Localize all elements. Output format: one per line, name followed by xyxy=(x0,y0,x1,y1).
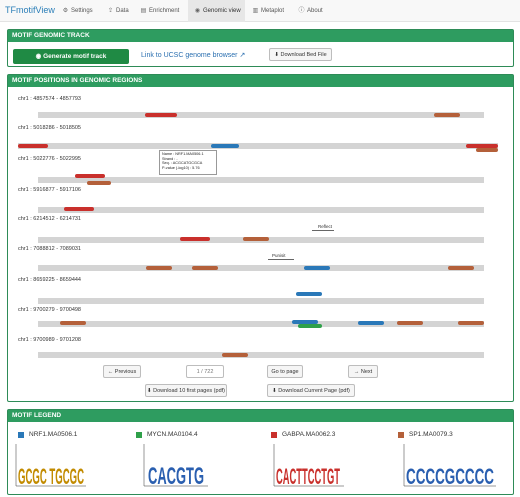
motif-gabpa[interactable] xyxy=(64,207,94,211)
ucsc-browser-link[interactable]: Link to UCSC genome browser ↗ xyxy=(141,51,245,59)
ucsc-browser-link-label: Link to UCSC genome browser xyxy=(141,52,238,59)
legend-name-sp1: SP1.MA0079.3 xyxy=(409,431,453,438)
tab-metaplot[interactable]: ▥ Metaplot xyxy=(246,0,290,22)
tab-settings-label: Settings xyxy=(71,8,93,14)
motif-logo-sp1: CCCCGCCCC xyxy=(400,442,500,492)
region-track-1 xyxy=(38,112,484,118)
brand-title[interactable]: TFmotifView xyxy=(5,5,55,15)
tab-genomic-view[interactable]: ◉ Genomic view xyxy=(188,0,245,22)
region-label-5: chr1 : 6214512 - 6214731 xyxy=(18,216,81,222)
region-label-4: chr1 : 5916877 - 5917106 xyxy=(18,187,81,193)
download-bed-label: Download Bed File xyxy=(280,52,326,58)
motif-sp1[interactable] xyxy=(397,321,423,325)
download-bed-button[interactable]: ⬇ Download Bed File xyxy=(269,48,332,61)
region-label-2: chr1 : 5018286 - 5018505 xyxy=(18,125,81,131)
tab-data-label: Data xyxy=(116,8,129,14)
tab-enrichment[interactable]: ▤ Enrichment xyxy=(134,0,185,22)
genomic-track-panel: MOTIF GENOMIC TRACK ◉ Generate motif tra… xyxy=(7,29,514,67)
legend-name-nrf1: NRF1.MA0506.1 xyxy=(29,431,77,438)
motif-sp1[interactable] xyxy=(87,181,111,185)
motif-gabpa[interactable] xyxy=(145,113,177,117)
tooltip-pvalue: P-value (-log10) : 5.76 xyxy=(162,166,214,171)
page-input[interactable]: 1 / 722 xyxy=(186,365,224,378)
motif-sp1[interactable] xyxy=(448,266,474,270)
annotation-punisit: Punisit xyxy=(272,253,286,258)
legend-swatch-gabpa xyxy=(271,432,277,438)
generate-motif-track-label: Generate motif track xyxy=(43,53,106,60)
tab-about[interactable]: ⓘ About xyxy=(292,0,329,22)
motif-sp1[interactable] xyxy=(60,321,86,325)
motif-legend-title: MOTIF LEGEND xyxy=(8,410,513,422)
region-label-3: chr1 : 5022776 - 5022995 xyxy=(18,156,81,162)
legend-name-gabpa: GABPA.MA0062.3 xyxy=(282,431,335,438)
motif-gabpa[interactable] xyxy=(18,144,48,148)
annotation-reflect-arrow xyxy=(312,230,334,231)
annotation-reflect: Reflect xyxy=(318,224,332,229)
region-label-1: chr1 : 4857574 - 4857793 xyxy=(18,96,81,102)
previous-button[interactable]: ← Previous xyxy=(103,365,141,378)
motif-sp1[interactable] xyxy=(222,353,248,357)
eye-icon: ◉ xyxy=(36,53,43,60)
region-track-6 xyxy=(38,265,484,271)
legend-swatch-mycn xyxy=(136,432,142,438)
region-track-2 xyxy=(18,143,498,149)
tab-data[interactable]: ⇪ Data xyxy=(101,0,135,22)
motif-sp1[interactable] xyxy=(458,321,484,325)
external-link-icon: ↗ xyxy=(239,52,245,59)
region-track-9 xyxy=(38,352,484,358)
motif-logo-gabpa-letters: CACTTCCTGT xyxy=(276,464,340,489)
region-label-9: chr1 : 9700989 - 9701208 xyxy=(18,337,81,343)
motif-logo-sp1-letters: CCCCGCCCC xyxy=(406,464,494,489)
region-track-7 xyxy=(38,298,484,304)
motif-gabpa[interactable] xyxy=(75,174,105,178)
motif-gabpa[interactable] xyxy=(180,237,210,241)
motif-sp1[interactable] xyxy=(146,266,172,270)
region-label-6: chr1 : 7088812 - 7089031 xyxy=(18,246,81,252)
region-track-4 xyxy=(38,207,484,213)
gear-icon: ⚙ xyxy=(62,0,69,22)
region-label-7: chr1 : 8659225 - 8659444 xyxy=(18,277,81,283)
download-current-page-button[interactable]: ⬇ Download Current Page (pdf) xyxy=(267,384,355,397)
motif-logo-mycn: CACGTG xyxy=(140,442,210,492)
generate-motif-track-button[interactable]: ◉ Generate motif track xyxy=(13,49,129,64)
motif-nrf1[interactable] xyxy=(358,321,384,325)
tab-settings[interactable]: ⚙ Settings xyxy=(56,0,99,22)
tab-genomic-view-label: Genomic view xyxy=(203,8,241,14)
motif-logo-nrf1: GCGC TGCGC xyxy=(12,442,88,492)
download-first-pages-button[interactable]: ⬇ Download 10 first pages (pdf) xyxy=(145,384,227,397)
motif-positions-title: MOTIF POSITIONS IN GENOMIC REGIONS xyxy=(8,75,513,87)
legend-swatch-nrf1 xyxy=(18,432,24,438)
legend-swatch-sp1 xyxy=(398,432,404,438)
tab-metaplot-label: Metaplot xyxy=(261,8,284,14)
legend-name-mycn: MYCN.MA0104.4 xyxy=(147,431,198,438)
motif-logo-nrf1-letters: GCGC TGCGC xyxy=(18,464,84,489)
download-first-pages-label: Download 10 first pages (pdf) xyxy=(153,388,225,394)
tab-enrichment-label: Enrichment xyxy=(149,8,179,14)
bar-chart-icon: ▥ xyxy=(252,0,259,22)
navbar: TFmotifView ⚙ Settings ⇪ Data ▤ Enrichment … xyxy=(0,0,520,22)
motif-sp1[interactable] xyxy=(476,148,498,152)
go-to-page-button[interactable]: Go to page xyxy=(267,365,303,378)
motif-nrf1[interactable] xyxy=(304,266,330,270)
motif-logo-mycn-letters: CACGTG xyxy=(148,463,204,490)
region-label-8: chr1 : 9700279 - 9700498 xyxy=(18,307,81,313)
motif-nrf1[interactable] xyxy=(296,292,322,296)
annotation-punisit-arrow xyxy=(268,259,294,260)
tab-about-label: About xyxy=(307,8,323,14)
chart-icon: ▤ xyxy=(140,0,147,22)
genomic-track-title: MOTIF GENOMIC TRACK xyxy=(8,30,513,42)
motif-sp1[interactable] xyxy=(192,266,218,270)
motif-mycn[interactable] xyxy=(298,324,322,328)
next-button[interactable]: → Next xyxy=(348,365,378,378)
motif-sp1[interactable] xyxy=(243,237,269,241)
upload-icon: ⇪ xyxy=(107,0,114,22)
motif-tooltip: Name : NRF1.MA0506.1 Strand : - Seq. : A… xyxy=(159,150,217,175)
motif-logo-gabpa: CACTTCCTGT xyxy=(270,442,346,492)
motif-sp1[interactable] xyxy=(434,113,460,117)
eye-icon: ◉ xyxy=(194,0,201,22)
download-current-page-label: Download Current Page (pdf) xyxy=(278,388,350,394)
info-icon: ⓘ xyxy=(298,0,305,22)
motif-nrf1[interactable] xyxy=(211,144,239,148)
